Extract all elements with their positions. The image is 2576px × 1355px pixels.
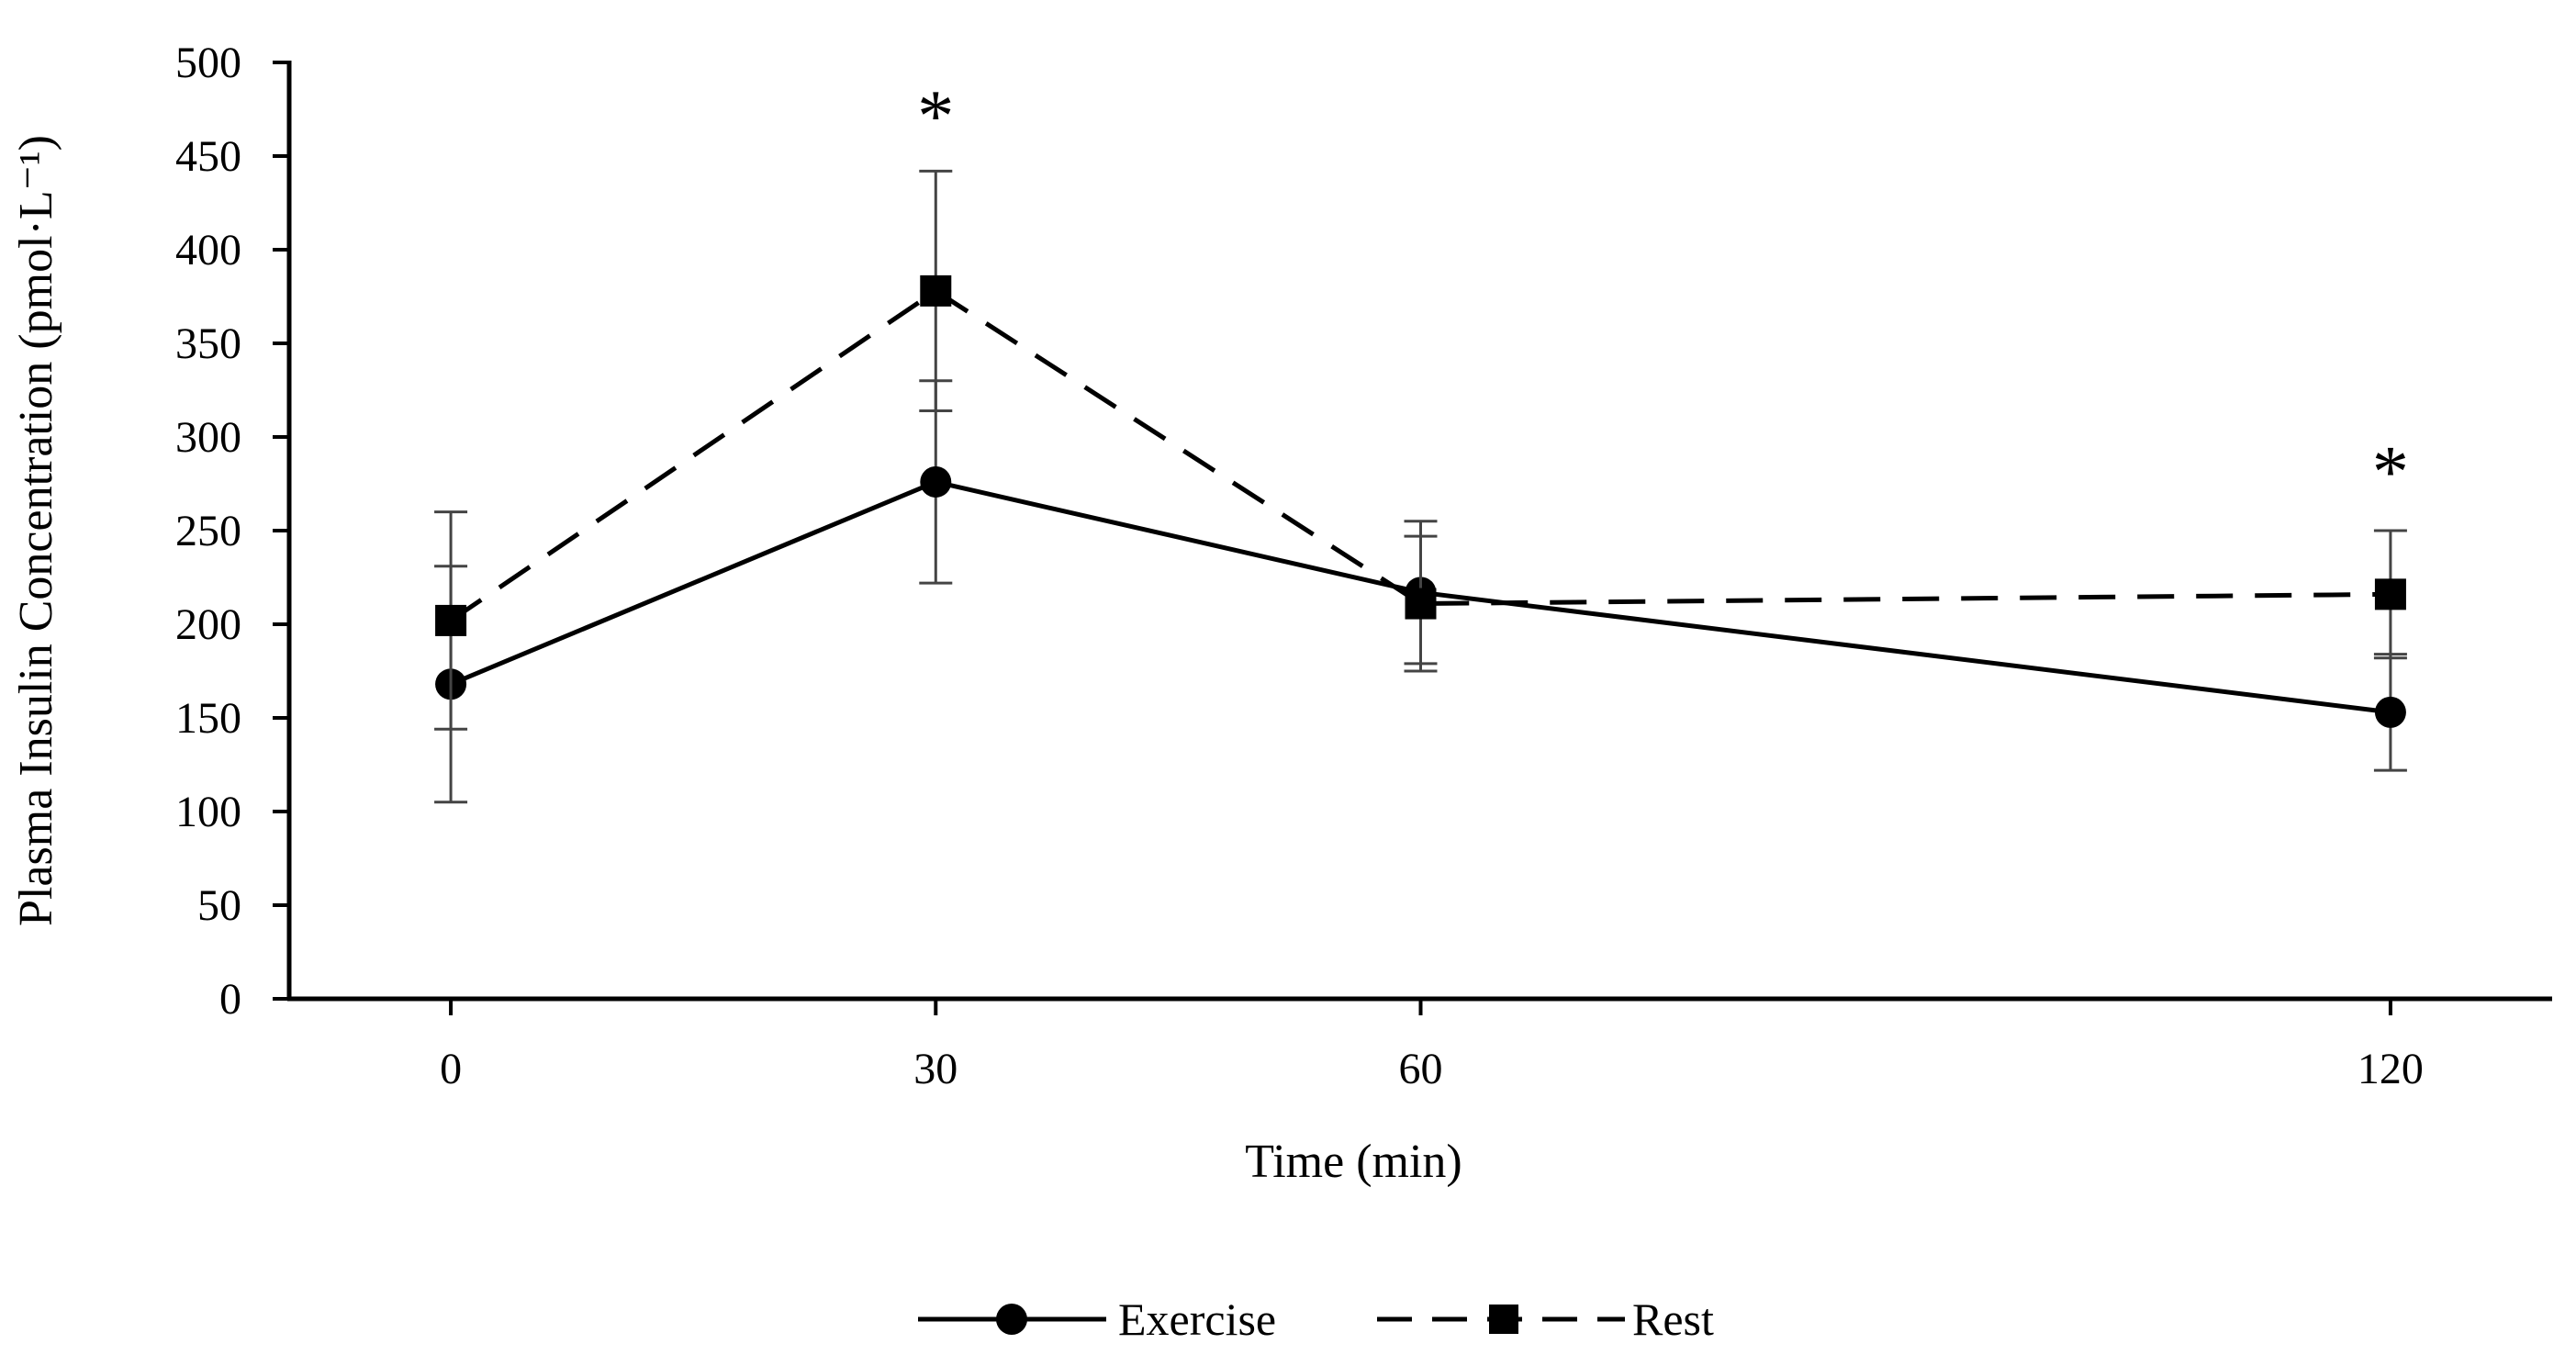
- series-line: [449, 287, 2391, 622]
- legend-exercise-label: Exercise: [1118, 1293, 1276, 1345]
- data-point: [920, 465, 952, 498]
- x-tick-label: 60: [1399, 1045, 1443, 1093]
- y-tick-label: 300: [175, 413, 241, 462]
- y-tick-label: 150: [175, 694, 241, 743]
- x-tick-label: 120: [2358, 1045, 2424, 1093]
- y-tick-label: 500: [175, 39, 241, 87]
- y-tick-label: 350: [175, 319, 241, 368]
- data-point: [2374, 696, 2406, 728]
- y-tick-label: 100: [175, 788, 241, 836]
- series-line: [450, 479, 2391, 715]
- legend: Exercise Rest: [918, 1293, 1714, 1345]
- legend-rest-label: Rest: [1632, 1293, 1714, 1345]
- y-axis-title: Plasma Insulin Concentration (pmol·L⁻¹): [10, 135, 62, 926]
- y-tick-label: 50: [197, 881, 241, 930]
- y-tick-label: 0: [219, 975, 241, 1024]
- significance-star: *: [2372, 431, 2409, 512]
- annotations: **: [917, 76, 2409, 513]
- y-tick-label: 250: [175, 507, 241, 555]
- data-point: [2374, 578, 2406, 610]
- data-point: [435, 604, 467, 636]
- legend-item-exercise: Exercise: [918, 1293, 1276, 1345]
- x-axis-ticks: 0 30 60 120: [440, 999, 2424, 1093]
- y-tick-label: 400: [175, 226, 241, 274]
- series-rest: [434, 169, 2407, 731]
- y-tick-label: 200: [175, 600, 241, 649]
- x-tick-label: 0: [440, 1045, 462, 1093]
- legend-rest-marker: [1489, 1305, 1518, 1334]
- x-axis-title: Time (min): [1245, 1136, 1462, 1188]
- y-axis-ticks: 0 50 100 150 200 250 300 350 400 450 500: [175, 39, 289, 1024]
- data-point: [920, 274, 952, 307]
- legend-exercise-marker: [996, 1304, 1027, 1335]
- y-tick-label: 450: [175, 132, 241, 181]
- data-point: [1405, 588, 1437, 620]
- significance-star: *: [917, 76, 954, 157]
- series-layer: [434, 169, 2407, 804]
- legend-item-rest: Rest: [1377, 1293, 1714, 1345]
- axes: [286, 61, 2552, 1002]
- x-tick-label: 30: [913, 1045, 958, 1093]
